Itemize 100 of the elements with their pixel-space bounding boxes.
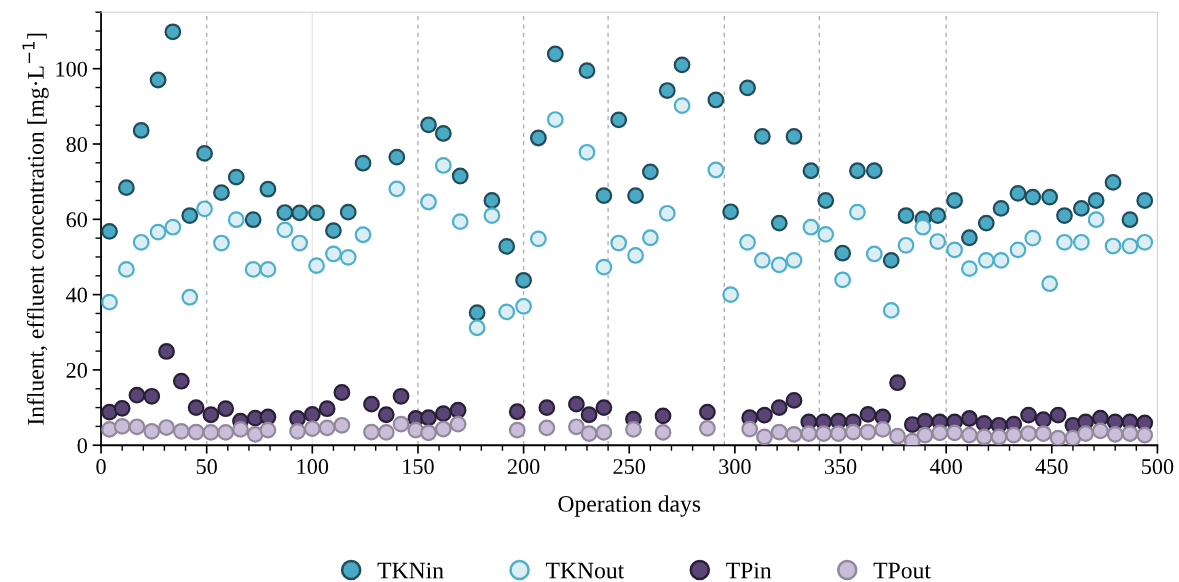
point: [202, 406, 220, 424]
y-tick-label: 60: [66, 212, 87, 228]
point: [202, 424, 220, 441]
point: [158, 343, 175, 360]
point: [318, 400, 336, 418]
point: [508, 403, 526, 421]
point: [960, 410, 978, 427]
point: [217, 400, 235, 418]
point: [363, 423, 380, 441]
point: [246, 425, 264, 443]
point: [128, 386, 146, 404]
point: [654, 407, 672, 425]
point: [1005, 426, 1023, 444]
point: [392, 387, 410, 405]
legend-label: TPin: [726, 562, 772, 579]
x-tick-label: 500: [1142, 459, 1174, 475]
point: [420, 424, 437, 442]
point: [990, 428, 1008, 446]
x-tick-label: 100: [297, 459, 329, 475]
point: [1106, 425, 1124, 443]
point: [113, 418, 131, 435]
point: [699, 403, 716, 421]
point: [874, 421, 892, 438]
point: [434, 405, 452, 422]
point: [595, 424, 613, 441]
point: [1064, 429, 1082, 446]
point: [889, 374, 906, 392]
point: [449, 401, 467, 419]
point: [770, 423, 788, 441]
point: [508, 421, 526, 439]
point: [741, 420, 759, 438]
point: [903, 416, 921, 433]
point: [859, 405, 877, 423]
legend-label: TPout: [873, 562, 931, 579]
y-tick-label: 80: [66, 136, 87, 152]
point: [889, 427, 906, 445]
point: [1034, 425, 1052, 442]
point: [143, 422, 161, 440]
point: [377, 406, 395, 424]
point: [318, 419, 336, 437]
point: [363, 395, 380, 413]
point: [699, 419, 716, 437]
point: [392, 415, 410, 433]
point: [1034, 411, 1052, 429]
point: [1049, 429, 1067, 446]
point: [916, 426, 934, 444]
point: [960, 426, 978, 444]
point: [538, 399, 556, 416]
point: [975, 428, 993, 446]
point: [1020, 425, 1037, 442]
point: [187, 423, 205, 441]
point: [1020, 406, 1037, 424]
point: [113, 399, 131, 417]
point: [333, 384, 351, 401]
x-tick-label: 300: [719, 459, 751, 475]
point: [830, 425, 847, 442]
point: [1121, 425, 1139, 442]
point: [756, 428, 773, 446]
point: [946, 424, 963, 442]
legend-label: TKNout: [545, 562, 625, 579]
x-tick-label: 350: [824, 459, 857, 475]
point: [303, 405, 321, 423]
y-tick-label: 40: [66, 287, 87, 303]
y-axis-title: Influent, effluent concentration [mg·L$^{−1}$]: [22, 33, 49, 425]
point: [580, 406, 598, 424]
point: [187, 399, 205, 416]
point: [259, 421, 277, 439]
point: [595, 399, 613, 416]
point: [172, 422, 190, 440]
point: [377, 424, 395, 441]
y-tick-label: 100: [56, 61, 87, 77]
point: [568, 418, 585, 436]
x-tick-label: 400: [929, 459, 962, 475]
x-tick-label: 200: [507, 459, 540, 475]
point: [1136, 426, 1154, 444]
point: [654, 424, 672, 441]
point: [580, 425, 598, 442]
legend-label: TKNin: [377, 562, 444, 579]
point: [434, 420, 452, 438]
point: [1091, 422, 1109, 440]
point: [625, 421, 642, 438]
x-axis-title: Operation days: [558, 495, 701, 517]
point: [289, 422, 306, 440]
y-tick-label: 0: [77, 438, 87, 454]
point: [158, 419, 175, 436]
point: [568, 395, 585, 413]
x-tick-label: 50: [196, 459, 217, 475]
point: [785, 425, 803, 443]
x-tick-label: 250: [613, 459, 646, 475]
point: [172, 372, 190, 390]
point: [1077, 425, 1094, 442]
point: [303, 420, 321, 438]
point: [844, 423, 862, 441]
point: [756, 406, 773, 424]
point: [815, 425, 832, 442]
point: [143, 387, 161, 405]
x-tick-label: 0: [96, 459, 106, 475]
x-tick-label: 450: [1035, 459, 1068, 475]
point: [217, 424, 235, 441]
point: [770, 399, 788, 416]
